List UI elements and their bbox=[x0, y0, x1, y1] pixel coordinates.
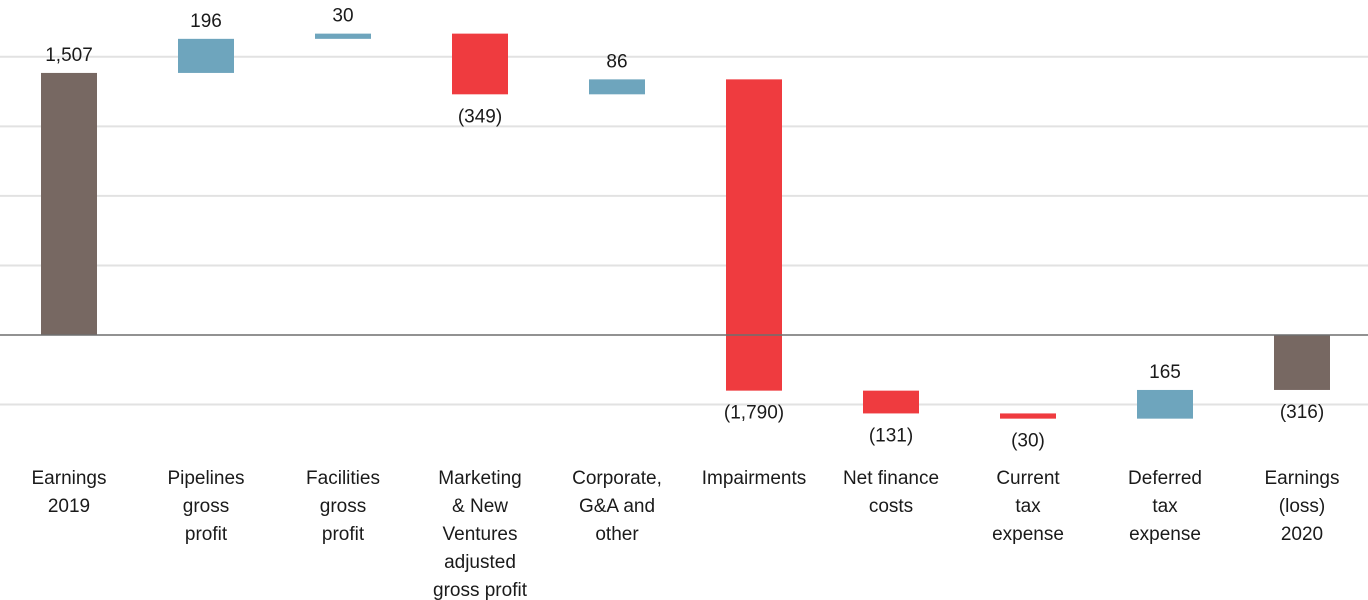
value-label: 30 bbox=[332, 6, 353, 27]
value-labels: 1,507 196 30 (349) 86 (1,790) (131) (30) 165 (316… bbox=[45, 6, 1324, 452]
category-label-line: costs bbox=[869, 496, 913, 517]
bar-10 bbox=[1274, 335, 1330, 390]
category-label-line: 2019 bbox=[48, 496, 90, 517]
category-label-line: gross bbox=[320, 496, 366, 517]
bar-9 bbox=[1137, 389, 1193, 419]
category-label-line: 2020 bbox=[1281, 524, 1323, 545]
value-label: (30) bbox=[1011, 431, 1045, 452]
category-label-line: expense bbox=[1129, 524, 1201, 545]
category-label-line: gross bbox=[183, 496, 229, 517]
category-label-line: tax bbox=[1152, 496, 1178, 517]
category-label: Facilities gross profit bbox=[306, 468, 380, 545]
category-label-line: G&A and bbox=[579, 496, 655, 517]
value-label: (1,790) bbox=[724, 403, 784, 424]
category-label-line: & New bbox=[452, 496, 508, 517]
bars bbox=[41, 33, 1330, 419]
category-label-line: Current bbox=[996, 468, 1060, 489]
category-label-line: Deferred bbox=[1128, 468, 1202, 489]
category-label-line: Net finance bbox=[843, 468, 939, 489]
bar-3 bbox=[315, 33, 371, 39]
value-label: 196 bbox=[190, 11, 222, 32]
category-label: Impairments bbox=[702, 468, 807, 489]
category-label-line: profit bbox=[185, 524, 228, 545]
category-label-line: other bbox=[595, 524, 639, 545]
bar-6 bbox=[726, 79, 782, 391]
value-label: (349) bbox=[458, 106, 502, 127]
category-label-line: expense bbox=[992, 524, 1064, 545]
value-label: 1,507 bbox=[45, 45, 93, 66]
category-label-line: Earnings bbox=[1265, 468, 1340, 489]
value-label: (316) bbox=[1280, 402, 1324, 423]
category-label: Marketing & New Ventures adjusted gross prof… bbox=[433, 468, 528, 600]
category-label-line: Facilities bbox=[306, 468, 380, 489]
category-label: Earnings (loss) 2020 bbox=[1265, 468, 1340, 545]
category-label: Corporate, G&A and other bbox=[572, 468, 662, 545]
category-label-line: Marketing bbox=[438, 468, 521, 489]
bar-7 bbox=[863, 390, 919, 414]
value-label: (131) bbox=[869, 425, 913, 446]
category-label: Deferred tax expense bbox=[1128, 468, 1202, 545]
category-label-line: (loss) bbox=[1279, 496, 1325, 517]
bar-8 bbox=[1000, 413, 1056, 419]
category-label-line: gross profit bbox=[433, 580, 528, 600]
bar-1 bbox=[41, 72, 97, 335]
category-label-line: profit bbox=[322, 524, 365, 545]
category-label: Current tax expense bbox=[992, 468, 1064, 545]
category-label-line: Ventures bbox=[443, 524, 518, 545]
bar-5 bbox=[589, 79, 645, 95]
value-label: 86 bbox=[606, 51, 627, 72]
gridlines bbox=[0, 55, 1368, 406]
category-label-line: Pipelines bbox=[167, 468, 244, 489]
category-label-line: Earnings bbox=[32, 468, 107, 489]
category-label-line: adjusted bbox=[444, 552, 516, 573]
category-label-line: Corporate, bbox=[572, 468, 662, 489]
bar-4 bbox=[452, 33, 508, 95]
value-label: 165 bbox=[1149, 362, 1181, 383]
category-label-line: tax bbox=[1015, 496, 1041, 517]
category-label: Earnings 2019 bbox=[32, 468, 107, 517]
category-label: Net finance costs bbox=[843, 468, 939, 517]
category-label: Pipelines gross profit bbox=[167, 468, 244, 545]
bar-2 bbox=[178, 38, 234, 73]
category-label-line: Impairments bbox=[702, 468, 807, 489]
